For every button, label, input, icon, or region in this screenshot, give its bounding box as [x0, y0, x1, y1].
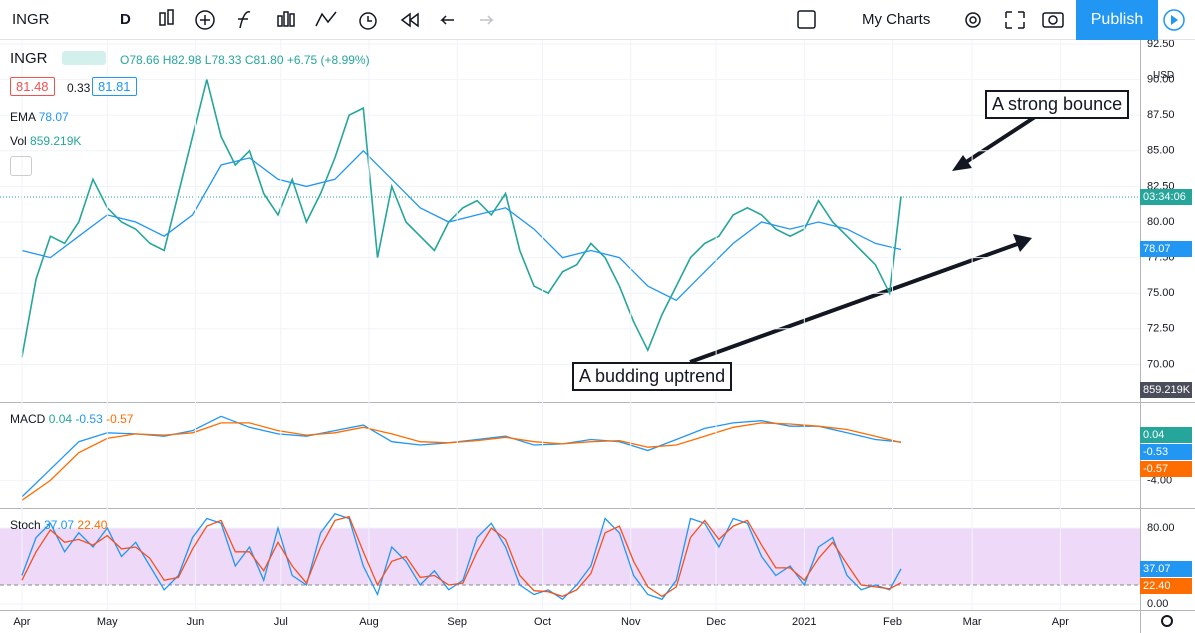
y-tick-label: 92.50	[1147, 38, 1175, 50]
collapse-button[interactable]	[10, 156, 32, 176]
arrow	[689, 241, 1021, 364]
high: H82.98	[162, 53, 202, 67]
action-icons[interactable]	[955, 0, 1105, 40]
series-line	[21, 515, 902, 598]
macd-signal-badge: -0.57	[1140, 461, 1192, 477]
annotation[interactable]: A strong bounce	[985, 90, 1130, 119]
stoch-d-badge: 22.40	[1140, 578, 1192, 594]
legend-symbol: INGR	[10, 50, 48, 67]
x-tick-label: Dec	[706, 616, 726, 628]
y-tick-label: 90.00	[1147, 74, 1175, 86]
ema-label: EMA	[10, 110, 36, 124]
status-pill	[62, 51, 106, 65]
currency: USD	[1153, 70, 1175, 81]
y-tick-label: 85.00	[1147, 145, 1175, 157]
series-line	[21, 513, 902, 601]
vol-value: 859.219K	[30, 134, 82, 148]
interval[interactable]: D	[120, 11, 131, 28]
vol-legend: Vol 859.219K	[10, 134, 81, 148]
annotation[interactable]: A budding uptrend	[572, 362, 733, 391]
ema-value: 78.07	[38, 110, 69, 124]
y-tick-label: 0.00	[1147, 598, 1168, 610]
spread: 0.33	[67, 81, 91, 95]
y-tick-label: 70.00	[1147, 358, 1175, 370]
ohlc-legend: O78.66 H82.98 L78.33 C81.80 +6.75 (+8.99…	[120, 53, 370, 67]
arrow	[958, 115, 1037, 168]
toolbar: INGR D My Charts Publis	[0, 0, 1195, 40]
replay-button[interactable]	[1162, 0, 1192, 40]
y-tick-label: 72.50	[1147, 323, 1175, 335]
low: L78.33	[204, 53, 242, 67]
series-line	[21, 415, 902, 498]
x-tick-label: Apr	[1052, 616, 1069, 628]
x-tick-label: Jun	[187, 616, 205, 628]
y-tick-label: 80.00	[1147, 216, 1175, 228]
stoch-legend: Stoch 37.07 22.40	[10, 518, 107, 532]
x-tick-label: Feb	[883, 616, 902, 628]
stoch-d: 22.40	[77, 518, 108, 532]
y-tick-label: 87.50	[1147, 109, 1175, 121]
stoch-k-badge: 37.07	[1140, 561, 1192, 577]
macd-line: -0.53	[75, 412, 103, 426]
y-tick-label: 75.00	[1147, 287, 1175, 299]
layouts-menu[interactable]: My Charts	[862, 11, 931, 28]
macd-line-badge: -0.53	[1140, 444, 1192, 460]
stoch-band	[0, 528, 1140, 586]
macd-title: MACD	[10, 412, 46, 426]
plot-area: 70.0072.5075.0077.5080.0082.5085.0087.50…	[0, 38, 1175, 628]
arrow-head	[952, 155, 972, 171]
macd-hist-badge: 0.04	[1140, 427, 1192, 443]
ema-legend: EMA 78.07	[10, 110, 69, 124]
vol-label: Vol	[10, 134, 27, 148]
x-tick-label: Sep	[447, 616, 467, 628]
change: +6.75 (+8.99%)	[286, 53, 370, 67]
x-tick-label: Aug	[359, 616, 379, 628]
stoch-k: 37.07	[44, 518, 75, 532]
x-tick-label: Nov	[621, 616, 641, 628]
macd-legend: MACD 0.04 -0.53 -0.57	[10, 412, 133, 426]
countdown-badge: 03:34:06	[1140, 189, 1192, 205]
x-tick-label: Oct	[534, 616, 551, 628]
arrow-head	[1013, 234, 1032, 252]
macd-hist: 0.04	[48, 412, 73, 426]
ask[interactable]: 81.81	[92, 77, 137, 96]
x-tick-label: 2021	[792, 616, 816, 628]
stoch-title: Stoch	[10, 518, 41, 532]
x-tick-label: Mar	[963, 616, 982, 628]
close: C81.80	[244, 53, 284, 67]
tool-icons[interactable]	[150, 0, 930, 40]
y-tick-label: -4.00	[1147, 474, 1172, 486]
vol-badge: 859.219K	[1140, 382, 1192, 398]
x-tick-label: May	[97, 616, 118, 628]
symbol[interactable]: INGR	[12, 11, 50, 28]
bid[interactable]: 81.48	[10, 77, 55, 96]
open: O78.66	[120, 53, 160, 67]
x-tick-label: Jul	[274, 616, 288, 628]
series-line	[21, 422, 902, 501]
macd-signal: -0.57	[106, 412, 134, 426]
ema-badge: 78.07	[1140, 241, 1192, 257]
series-line	[21, 149, 902, 302]
publish-button[interactable]: Publish	[1076, 0, 1158, 40]
x-tick-label: Apr	[13, 616, 30, 628]
settings-icon[interactable]	[1161, 615, 1173, 627]
series-line	[21, 79, 902, 358]
y-tick-label: 80.00	[1147, 522, 1175, 534]
